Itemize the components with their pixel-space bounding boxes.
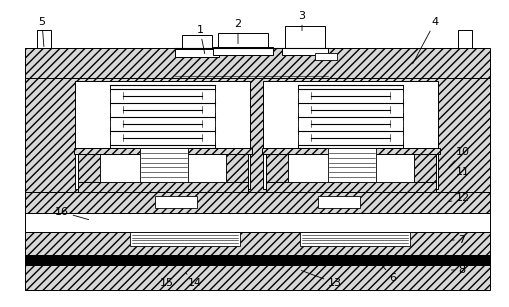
Bar [25,78,490,192]
Text: 5: 5 [39,17,45,47]
Bar [458,30,472,48]
Bar [78,182,248,192]
Bar [140,148,188,182]
Bar [25,255,490,265]
Bar [25,232,490,255]
Bar [78,148,100,192]
Bar [130,232,240,246]
Bar [466,48,484,290]
Bar [262,148,440,154]
Text: 13: 13 [301,270,342,288]
Text: 10: 10 [449,147,470,167]
Bar [218,33,268,47]
Text: 16: 16 [55,207,89,220]
Text: 15: 15 [159,273,174,288]
Bar [25,48,43,290]
Text: 8: 8 [451,265,466,275]
Bar [414,148,436,192]
Text: 3: 3 [298,11,305,31]
Bar [263,81,438,189]
Bar [213,47,273,55]
Bar [300,232,410,246]
Text: 4: 4 [413,17,439,64]
Text: 11: 11 [449,167,470,184]
Bar [288,148,414,182]
Bar [226,148,248,192]
Bar [175,49,219,57]
Bar [318,196,360,208]
Bar [25,48,490,78]
Text: 7: 7 [451,235,466,245]
Bar [266,182,436,192]
Text: 1: 1 [196,25,205,54]
Bar [25,213,490,232]
Bar [266,148,288,192]
Bar [25,265,490,290]
Bar [75,81,250,189]
Bar [74,148,252,154]
Bar [100,148,226,182]
Text: 6: 6 [381,264,397,283]
Bar [37,30,51,48]
Text: 2: 2 [235,19,242,44]
Bar [25,192,490,213]
Bar [285,26,325,48]
Bar [282,48,328,55]
Bar [182,35,212,49]
Bar [155,196,197,208]
Text: 12: 12 [449,193,470,203]
Text: 14: 14 [186,273,202,288]
Bar [315,53,337,60]
Bar [328,148,376,182]
